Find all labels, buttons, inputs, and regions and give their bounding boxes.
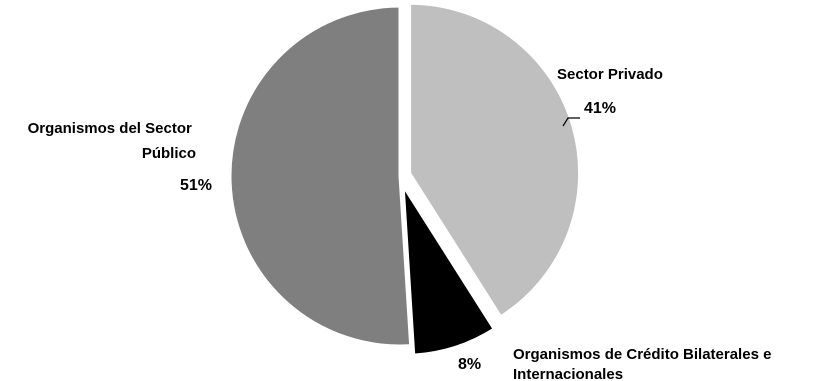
slice-value-organismos-credito: 8% [458, 356, 481, 373]
slice-value-sector-privado: 41% [584, 100, 616, 117]
pie-slices [228, 1, 582, 357]
slice-name-sector-privado: Sector Privado [557, 66, 663, 83]
slice-value-organismos-sector-publico: 51% [180, 177, 212, 194]
leader-line-sector-privado [562, 117, 580, 127]
slice-name-organismos-credito: Organismos de Crédito Bilaterales e Inte… [513, 346, 776, 381]
slice-name-organismos-sector-publico: Organismos del Sector Público [28, 120, 196, 162]
slice-organismos-credito [401, 184, 497, 357]
slice-sector-privado [408, 1, 582, 319]
slice-organismos-sector-publico [228, 4, 413, 348]
